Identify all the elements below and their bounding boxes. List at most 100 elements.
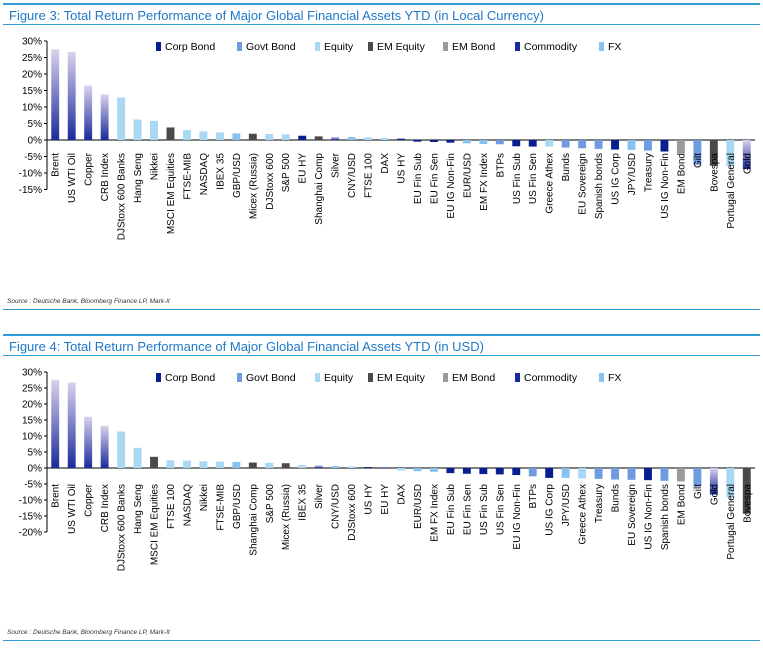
bar-ftse-mib: [183, 130, 191, 140]
legend-swatch-commodity: [515, 373, 520, 382]
bar-shanghai-comp: [248, 462, 257, 468]
legend-label-corp-bond: Corp Bond: [165, 41, 215, 53]
y-axis: 30% 25% 20% 15% 10% 5% 0% -5% -10% -15%: [19, 37, 48, 196]
bar-us-ig-non-fin: [660, 140, 669, 152]
legend-label-commodity: Commodity: [524, 41, 578, 53]
bar-portugal-general: [726, 468, 735, 498]
bar-nasdaq: [183, 460, 191, 468]
bar-greece-athex: [545, 140, 554, 147]
bar-djstoxx-600-banks: [117, 431, 126, 468]
bar-eu-sovereign: [578, 140, 587, 149]
x-label-eu-fin-sub: EU Fin Sub: [446, 484, 457, 536]
bar-btps: [528, 468, 537, 477]
x-label-eu-sovereign: EU Sovereign: [578, 153, 589, 215]
x-label-gilt: Gilt: [693, 484, 704, 499]
x-label-bovespa: Bovespa: [742, 484, 753, 523]
x-label-eu-fin-sub: EU Fin Sub: [413, 153, 424, 205]
y-tick-label: -10%: [19, 169, 42, 180]
x-label-s-p-500: S&P 500: [265, 484, 276, 524]
figure-4-bottom-rule: [3, 640, 760, 641]
legend-swatch-em-bond: [443, 373, 448, 382]
bar-gbp-usd: [232, 461, 241, 468]
bar-shanghai-comp: [314, 136, 323, 140]
bar-em-bond: [676, 140, 685, 154]
x-label-em-fx-index: EM FX Index: [429, 484, 440, 542]
legend-label-govt-bond: Govt Bond: [246, 372, 296, 384]
figure-4-panel: Figure 4: Total Return Performance of Ma…: [3, 334, 760, 646]
y-tick-label: 15%: [22, 416, 42, 427]
legend-label-corp-bond: Corp Bond: [165, 372, 215, 384]
bar-msci-em-equities: [150, 456, 158, 468]
x-label-eu-ig-non-fin: EU IG Non-Fin: [512, 484, 523, 550]
bar-eu-hy: [298, 135, 307, 140]
x-label-us-fin-sub: US Fin Sub: [479, 484, 490, 536]
x-label-spanish-bonds: Spanish bonds: [594, 153, 605, 219]
legend-swatch-govt-bond: [237, 373, 242, 382]
bar-us-fin-sen: [495, 468, 504, 475]
bar-eu-hy: [380, 467, 389, 468]
y-tick-label: -15%: [19, 512, 42, 523]
bar-us-ig-corp: [545, 468, 554, 478]
x-label-us-fin-sub: US Fin Sub: [512, 153, 523, 205]
legend-label-commodity: Commodity: [524, 372, 578, 384]
bar-crb-index: [100, 425, 109, 468]
x-label-nikkei: Nikkei: [199, 484, 210, 511]
x-label-eu-fin-sen: EU Fin Sen: [462, 484, 473, 535]
x-label-shanghai-comp: Shanghai Comp: [314, 153, 325, 225]
x-label-silver: Silver: [314, 483, 325, 509]
bar-eu-sovereign: [627, 468, 636, 480]
x-label-gbp-usd: GBP/USD: [232, 484, 243, 529]
bar-gold: [709, 468, 718, 495]
x-label-ibex-35: IBEX 35: [298, 484, 309, 521]
y-axis: 30% 25% 20% 15% 10% 5% 0% -5% -10% -15% -20%: [19, 368, 48, 539]
bar-eur-usd: [413, 468, 422, 472]
legend-label-equity: Equity: [324, 41, 354, 53]
x-label-btps: BTPs: [528, 484, 539, 508]
x-label-gold: Gold: [709, 484, 720, 505]
bar-ftse-mib: [215, 461, 224, 468]
bar-treasury: [644, 140, 652, 151]
bar-us-wti-oil: [67, 51, 76, 140]
x-label-treasury: Treasury: [643, 153, 654, 192]
x-label-us-ig-corp: US IG Corp: [611, 153, 622, 205]
x-label-us-hy: US HY: [397, 153, 408, 184]
legend-label-em-equity: EM Equity: [377, 372, 426, 384]
x-label-hang-seng: Hang Seng: [133, 153, 144, 203]
figure-3-chart: Corp Bond Govt Bond Equity EM Equity EM Bond…: [19, 37, 755, 240]
x-label-cny-usd: CNY/USD: [331, 484, 342, 529]
bar-jpy-usd: [561, 468, 570, 478]
x-label-nasdaq: NASDAQ: [199, 153, 210, 195]
y-tick-label: 30%: [22, 368, 42, 379]
x-label-greece-athex: Greece Athex: [578, 484, 589, 545]
legend-label-em-bond: EM Bond: [452, 372, 495, 384]
legend-swatch-fx: [599, 42, 604, 51]
x-label-eu-hy: EU HY: [380, 484, 391, 515]
figure-3-title: Figure 3: Total Return Performance of Ma…: [9, 8, 544, 23]
x-label-nasdaq: NASDAQ: [182, 484, 193, 526]
x-label-msci-em-equities: MSCI EM Equities: [150, 484, 161, 565]
bar-msci-em-equities: [166, 127, 175, 140]
legend-label-fx: FX: [608, 41, 621, 53]
bar-em-fx-index: [479, 140, 488, 144]
x-label-copper: Copper: [84, 483, 95, 516]
legend-swatch-commodity: [515, 42, 520, 51]
bar-greece-athex: [578, 468, 587, 479]
bar-us-ig-non-fin: [644, 468, 652, 481]
y-tick-label: 30%: [22, 37, 42, 48]
bar-silver: [314, 465, 323, 468]
bar-eu-fin-sen: [429, 140, 438, 142]
bar-us-fin-sub: [512, 140, 521, 147]
x-label-us-wti-oil: US WTI Oil: [67, 153, 78, 203]
x-label-dax: DAX: [397, 484, 408, 505]
x-label-us-fin-sen: US Fin Sen: [495, 484, 506, 535]
y-tick-label: 20%: [22, 400, 42, 411]
x-label-brent: Brent: [51, 484, 62, 508]
x-label-silver: Silver: [331, 152, 342, 178]
bar-bunds: [611, 468, 619, 480]
bar-us-wti-oil: [67, 382, 76, 468]
x-label-gold: Gold: [742, 153, 753, 174]
x-label-treasury: Treasury: [594, 484, 605, 523]
x-label-hang-seng: Hang Seng: [133, 484, 144, 534]
x-label-us-wti-oil: US WTI Oil: [67, 484, 78, 534]
bar-spanish-bonds: [660, 468, 669, 481]
